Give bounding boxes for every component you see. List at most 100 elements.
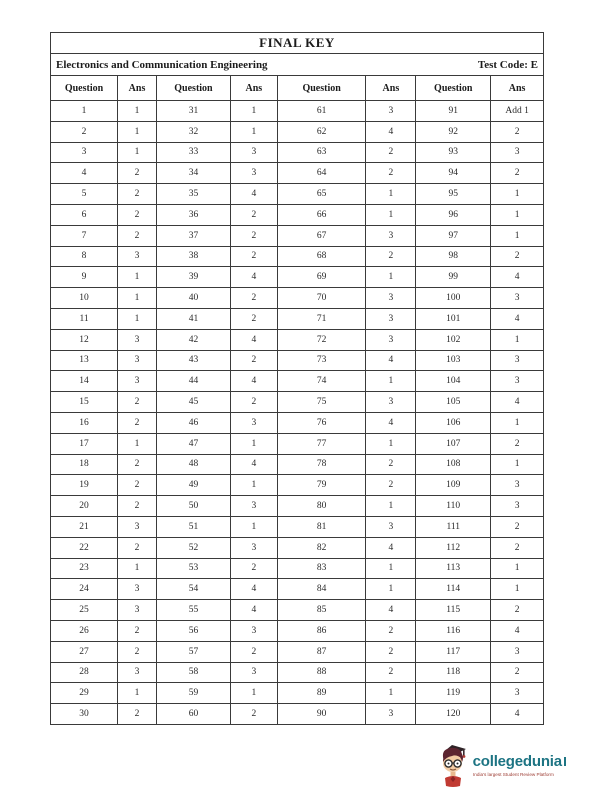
answer-value: 1 [490,453,544,476]
question-number: 44 [155,370,231,393]
question-number: 50 [155,495,231,517]
question-number: 56 [155,619,231,642]
question-number: 4 [49,162,119,185]
question-number: 66 [276,203,367,226]
question-number: 104 [415,370,492,393]
question-number: 36 [155,203,231,226]
question-number: 43 [155,349,231,372]
answer-value: 2 [117,536,157,559]
answer-value: 2 [117,495,157,517]
answer-value: 3 [117,328,157,351]
answer-value: 1 [229,682,278,705]
answer-value: 3 [365,703,417,725]
question-number: 35 [155,183,231,205]
answer-value: 2 [490,120,544,143]
answer-value: 1 [365,432,417,455]
answer-value: 4 [365,349,417,372]
column-header-question: Question [49,75,119,101]
question-number: 40 [155,287,231,309]
question-number: 99 [415,266,492,289]
column-header-ans: Ans [490,75,544,101]
answer-value: 3 [365,515,417,538]
question-number: 94 [415,162,492,185]
answer-value: 3 [490,349,544,372]
answer-value: 1 [229,432,278,455]
question-number: 90 [276,703,367,725]
answer-value: 2 [490,536,544,559]
answer-row: 8 3 38 2 68 2 98 2 [49,245,544,268]
answer-value: 2 [117,474,157,497]
answer-value: 3 [365,328,417,351]
question-number: 12 [49,328,119,351]
question-number: 7 [49,224,119,247]
answer-value: 1 [117,266,157,289]
answer-row: 30 2 60 2 90 3 120 4 [49,703,544,725]
question-number: 10 [49,287,119,309]
question-number: 106 [415,411,492,434]
answer-row: 19 2 49 1 79 2 109 3 [49,474,544,497]
answer-value: 1 [117,120,157,143]
answer-value: 4 [229,578,278,601]
answer-value: 1 [229,100,278,122]
answer-value: Add 1 [490,100,544,122]
answer-value: 1 [490,411,544,434]
answer-row: 15 2 45 2 75 3 105 4 [49,391,544,413]
question-number: 37 [155,224,231,247]
answer-value: 1 [117,141,157,164]
question-number: 83 [276,557,367,580]
question-number: 120 [415,703,492,725]
question-number: 19 [49,474,119,497]
answer-value: 3 [365,287,417,309]
answer-value: 1 [365,266,417,289]
answer-value: 3 [490,682,544,705]
answer-value: 4 [229,599,278,621]
answer-value: 2 [490,599,544,621]
question-number: 100 [415,287,492,309]
question-number: 8 [49,245,119,268]
answer-value: 4 [229,370,278,393]
answer-value: 3 [229,141,278,164]
question-number: 64 [276,162,367,185]
question-number: 96 [415,203,492,226]
answer-value: 1 [117,307,157,330]
answer-row: 27 2 57 2 87 2 117 3 [49,640,544,663]
answer-value: 2 [229,287,278,309]
answer-value: 1 [117,100,157,122]
question-number: 18 [49,453,119,476]
question-number: 1 [49,100,119,122]
answer-value: 3 [117,245,157,268]
question-number: 5 [49,183,119,205]
answer-value: 3 [117,661,157,684]
answer-value: 4 [365,599,417,621]
question-number: 58 [155,661,231,684]
subtitle-cell: Electronics and Communication Engineerin… [50,53,544,76]
question-number: 59 [155,682,231,705]
answer-value: 1 [365,557,417,580]
answer-value: 2 [229,224,278,247]
answer-value: 4 [490,391,544,413]
question-number: 89 [276,682,367,705]
question-number: 111 [415,515,492,538]
question-number: 27 [49,640,119,663]
answer-value: 3 [490,287,544,309]
answer-value: 2 [229,557,278,580]
question-number: 98 [415,245,492,268]
question-number: 47 [155,432,231,455]
question-number: 48 [155,453,231,476]
answer-value: 3 [117,578,157,601]
answer-value: 3 [117,599,157,621]
question-number: 54 [155,578,231,601]
column-header-ans: Ans [365,75,417,101]
answer-value: 1 [365,495,417,517]
answer-value: 2 [117,162,157,185]
question-number: 105 [415,391,492,413]
answer-value: 3 [229,619,278,642]
question-number: 28 [49,661,119,684]
answer-value: 1 [365,682,417,705]
question-number: 97 [415,224,492,247]
answer-row: 29 1 59 1 89 1 119 3 [49,682,544,705]
answer-row: 4 2 34 3 64 2 94 2 [49,162,544,185]
answer-value: 2 [229,703,278,725]
answer-value: 2 [117,703,157,725]
answer-row: 3 1 33 3 63 2 93 3 [49,141,544,164]
